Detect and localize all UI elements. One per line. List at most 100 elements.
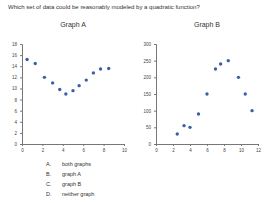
points [176,59,254,136]
point [205,92,208,95]
tick: 200 [143,75,156,80]
tick-label: 18 [12,42,18,47]
axis-line [154,45,157,145]
tick-mark [20,122,22,123]
choice-text[interactable]: neither graph [62,191,94,197]
tick-label: 0 [155,148,158,153]
tick-mark [154,111,156,112]
chart: Graph A0246810024681012141618 [12,21,128,153]
tick-label: 6 [206,148,209,153]
choice-text[interactable]: graph A [62,171,81,177]
point [250,109,253,112]
tick-label: 50 [146,125,152,130]
tick-mark [154,61,156,62]
tick: 6 [14,109,22,114]
tick-label: 4 [14,120,17,125]
tick-label: 0 [21,148,24,153]
point [107,67,110,70]
tick-mark [124,144,125,146]
tick-label: 4 [62,148,65,153]
axis-line [157,145,259,147]
tick-mark [20,144,22,145]
point [64,92,67,95]
tick-mark [241,144,242,146]
point [92,71,95,74]
tick-label: 2 [42,148,45,153]
tick: 6 [82,144,85,153]
point [182,124,185,127]
tick: 4 [14,120,22,125]
tick-label: 10 [239,148,245,153]
point [34,62,37,65]
axis-line [20,45,23,145]
tick: 0 [14,142,22,147]
tick-label: 10 [12,86,18,91]
tick: 10 [122,144,128,153]
point [244,92,247,95]
page: Which set of data could be reasonably mo… [0,0,264,203]
tick-label: 2 [172,148,175,153]
tick-label: 0 [148,142,151,147]
tick-mark [154,77,156,78]
point [25,58,28,61]
tick-mark [207,144,208,146]
point [227,59,230,62]
tick-mark [63,144,64,146]
tick-mark [154,94,156,95]
tick: 150 [143,92,156,97]
tick-mark [83,144,84,146]
tick-label: 14 [12,64,18,69]
tick: 0 [148,142,156,147]
x-axis: 024681012 [155,144,261,153]
tick-mark [20,111,22,112]
tick: 250 [143,59,156,64]
tick-label: 200 [143,75,151,80]
tick-mark [104,144,105,146]
point [71,89,74,92]
tick: 14 [12,64,22,69]
tick-mark [20,66,22,67]
tick-label: 100 [143,109,151,114]
x-axis: 0 2 4 6 8 10 [21,144,127,153]
tick: 2 [172,144,175,153]
tick: 18 [12,42,22,47]
tick: 2 [14,131,22,136]
point [85,78,88,81]
point [43,76,46,79]
choice-letter[interactable]: B. [46,171,52,177]
choice-text[interactable]: graph B [62,181,82,187]
choice-text[interactable]: both graphs [62,161,91,167]
tick-mark [20,77,22,78]
tick-mark [224,144,225,146]
point [58,88,61,91]
tick: 12 [256,144,262,153]
choice-letter[interactable]: C. [46,181,52,187]
point [237,76,240,79]
tick-label: 6 [14,109,17,114]
tick: 8 [103,144,106,153]
choices: A. both graphs B. graph A C. graph B D. neither… [46,161,94,197]
tick-mark [154,127,156,128]
tick: 100 [143,109,156,114]
point [51,81,54,84]
tick: 0 [21,144,24,153]
choice-letter[interactable]: D. [46,191,52,197]
tick-mark [190,144,191,146]
tick-label: 8 [14,97,17,102]
point [99,67,102,70]
tick-label: 6 [82,148,85,153]
tick-mark [20,133,22,134]
tick-label: 12 [256,148,262,153]
point [176,132,179,135]
tick-label: 300 [143,42,151,47]
tick-label: 2 [14,131,17,136]
point [197,112,200,115]
y-axis: 0 50 100 150 200 250 300 [143,42,156,147]
tick-label: 8 [103,148,106,153]
point [214,67,217,70]
tick-label: 8 [223,148,226,153]
choice-letter[interactable]: A. [46,161,52,167]
point [77,84,80,87]
y-axis: 024681012141618 [12,42,23,147]
tick: 8 [14,97,22,102]
